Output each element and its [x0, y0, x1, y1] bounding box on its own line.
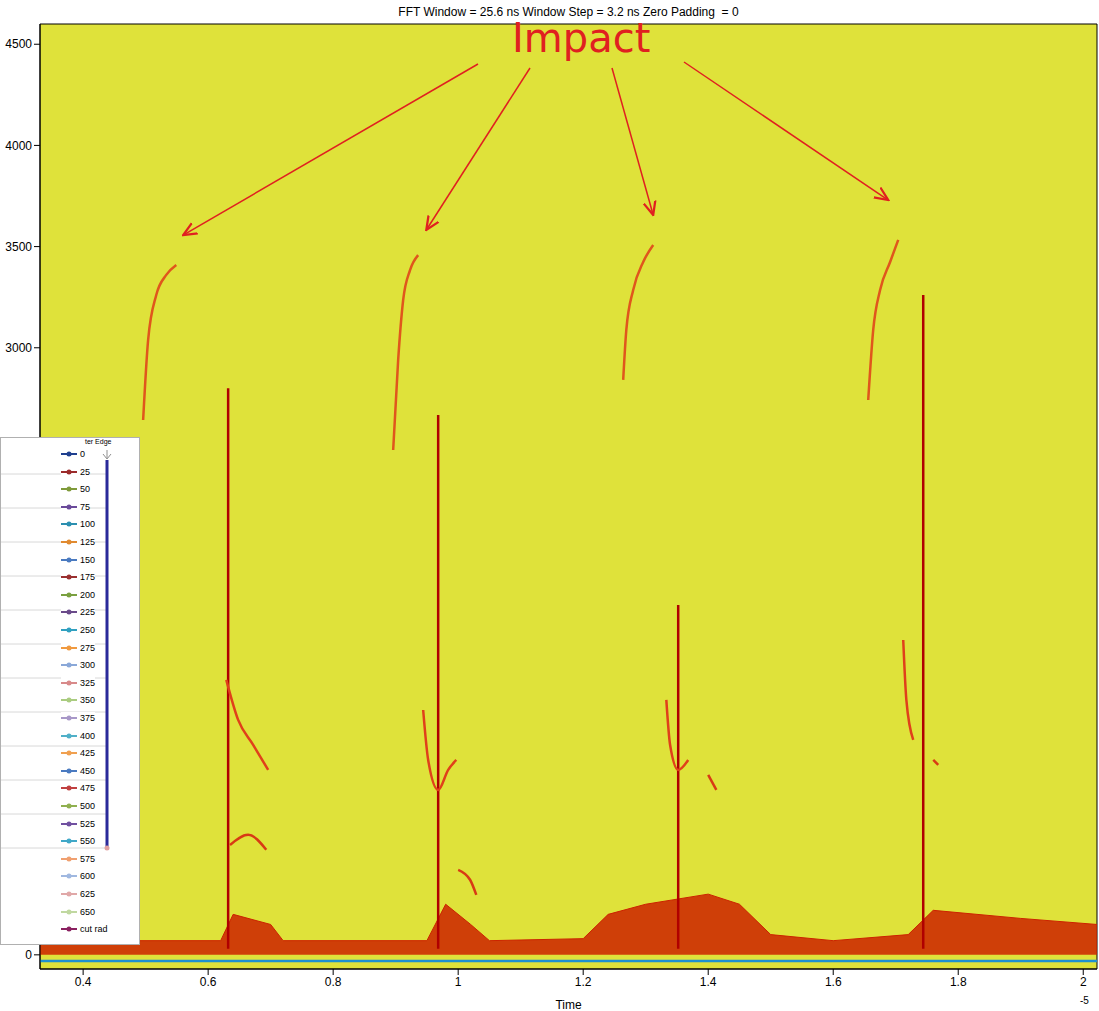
svg-text:0.8: 0.8 [325, 975, 342, 989]
html-text:375: 375 [80, 713, 95, 723]
html-text:300: 300 [80, 660, 95, 671]
svg-text:4500: 4500 [5, 37, 32, 51]
html-text:550: 550 [80, 836, 95, 847]
html-text:625: 625 [80, 889, 95, 899]
svg-text:2: 2 [1080, 975, 1087, 989]
html-text:450: 450 [80, 765, 95, 776]
html-text:Impact: Impact [512, 15, 651, 61]
html-text:125: 125 [80, 537, 95, 547]
html-text:150: 150 [80, 554, 95, 565]
html-text:475: 475 [80, 783, 95, 794]
html-text:425: 425 [80, 748, 95, 759]
svg-text:0.4: 0.4 [75, 975, 92, 989]
html-text:225: 225 [80, 607, 95, 618]
svg-text:1.4: 1.4 [700, 975, 717, 989]
html-text:500: 500 [80, 801, 95, 811]
svg-text:3500: 3500 [5, 240, 32, 254]
html-text:ter Edge: ter Edge [85, 438, 112, 445]
html-text:575: 575 [80, 853, 95, 864]
svg-text:1: 1 [455, 975, 462, 989]
svg-text:Time: Time [555, 998, 582, 1011]
html-text:-5: -5 [1080, 995, 1089, 1006]
html-text:350: 350 [80, 695, 95, 706]
html-text:275: 275 [80, 642, 95, 653]
html-text:650: 650 [80, 906, 95, 917]
svg-text:0.6: 0.6 [200, 975, 217, 989]
svg-text:3000: 3000 [5, 341, 32, 355]
html-text:525: 525 [80, 818, 95, 829]
svg-text:0: 0 [25, 948, 32, 962]
html-text:75: 75 [80, 501, 90, 512]
svg-text:1.6: 1.6 [825, 975, 842, 989]
html-text:200: 200 [80, 589, 95, 600]
svg-text:4000: 4000 [5, 139, 32, 153]
html-text:175: 175 [80, 572, 95, 583]
html-text:325: 325 [80, 677, 95, 688]
html-text:400: 400 [80, 730, 95, 741]
svg-text:1.8: 1.8 [950, 975, 967, 989]
html-text:FFT Window = 25.6 ns Window St: FFT Window = 25.6 ns Window Step = 3.2 n… [398, 5, 739, 19]
html-text:100: 100 [80, 519, 95, 530]
html-text:600: 600 [80, 871, 95, 882]
html-text:cut rad: cut rad [80, 924, 108, 935]
html-text:25: 25 [80, 466, 90, 477]
html-text:0: 0 [80, 449, 85, 459]
html-text:50: 50 [80, 484, 90, 495]
html-text:250: 250 [80, 625, 95, 635]
svg-text:1.2: 1.2 [575, 975, 592, 989]
